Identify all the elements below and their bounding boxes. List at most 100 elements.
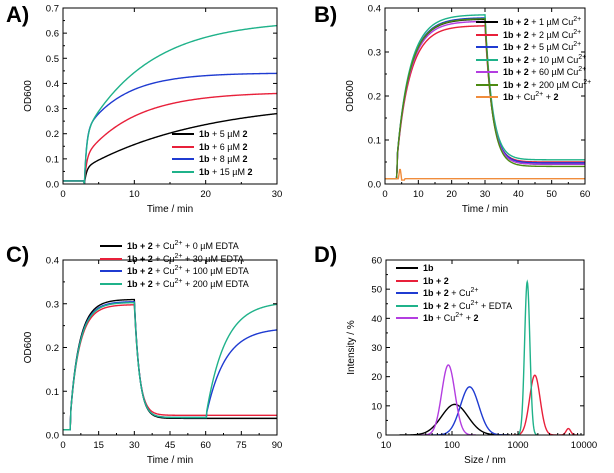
- y-tick-label: 0.2: [368, 92, 381, 103]
- legend-label: 1b + 5 µM 2: [199, 129, 248, 139]
- x-tick-label: 30: [272, 189, 283, 200]
- x-tick-label: 1000: [507, 440, 528, 451]
- legend-label: 1b + 2: [423, 275, 449, 286]
- y-tick-label: 0.4: [46, 79, 59, 90]
- y-tick-label: 0: [377, 431, 382, 442]
- series-line-b-5: [385, 18, 585, 180]
- legend-entry: 1b + 2 + Cu2+ + 30 µM EDTA: [100, 253, 249, 266]
- legend-entry: 1b + 2 + 5 µM Cu2+: [476, 41, 591, 54]
- legend-label: 1b + 15 µM 2: [199, 166, 253, 177]
- legend-label: 1b + 6 µM 2: [199, 141, 248, 152]
- legend-swatch: [100, 245, 122, 248]
- legend-entry: 1b + 2 + Cu2+ + 200 µM EDTA: [100, 278, 249, 291]
- panel-label: C): [6, 242, 29, 267]
- legend-swatch: [396, 292, 418, 295]
- x-tick-label: 10: [413, 189, 424, 200]
- legend-swatch: [476, 96, 498, 99]
- y-tick-label: 0.0: [46, 431, 59, 442]
- series-line-b-6: [385, 168, 585, 181]
- legend-entry: 1b + 2 + 200 µM Cu2+: [476, 79, 591, 92]
- legend-entry: 1b + 2 + 2 µM Cu2+: [476, 29, 591, 42]
- legend-swatch: [476, 46, 498, 49]
- legend-swatch: [476, 83, 498, 86]
- series-line-c-0: [63, 298, 277, 431]
- legend-label: 1b + 2 + Cu2+ + EDTA: [423, 299, 513, 311]
- legend-entry: 1b + 2: [396, 275, 512, 288]
- legend-swatch: [172, 145, 194, 148]
- y-tick-label: 10: [371, 401, 382, 412]
- legend-b: 1b + 2 + 1 µM Cu2+ 1b + 2 + 2 µM Cu2+ 1b +…: [476, 16, 591, 104]
- legend-swatch: [172, 133, 194, 136]
- legend-swatch: [172, 170, 194, 173]
- x-tick-label: 0: [60, 440, 65, 451]
- legend-swatch: [172, 158, 194, 161]
- series-line-d-2: [430, 386, 509, 435]
- legend-label: 1b + 2 + 10 µM Cu2+: [503, 53, 587, 65]
- panel-label: D): [314, 242, 337, 267]
- series-line-c-3: [63, 301, 277, 431]
- legend-entry: 1b + 6 µM 2: [172, 141, 252, 154]
- x-tick-label: 60: [200, 440, 211, 451]
- x-tick-label: 75: [236, 440, 247, 451]
- y-tick-label: 0.7: [46, 4, 59, 15]
- panel-label: B): [314, 2, 337, 27]
- legend-swatch: [396, 304, 418, 307]
- legend-entry: 1b + 2 + Cu2+ + 0 µM EDTA: [100, 240, 249, 253]
- series-line-c-2: [63, 301, 277, 431]
- x-tick-label: 15: [93, 440, 104, 451]
- y-tick-label: 0.4: [368, 4, 381, 15]
- x-tick-label: 40: [513, 189, 524, 200]
- legend-swatch: [396, 267, 418, 270]
- x-tick-label: 10: [129, 189, 140, 200]
- legend-entry: 1b + 2 + 60 µM Cu2+: [476, 66, 591, 79]
- y-tick-label: 50: [371, 285, 382, 296]
- series-line-d-4: [420, 364, 476, 435]
- legend-label: 1b + 2 + Cu2+: [423, 287, 479, 298]
- legend-swatch: [476, 58, 498, 61]
- panel-a: A) 0 10 20 30 0.0 0.1 0.2 0.3 0.4 0.5 0.6 0.7 Time / …: [6, 2, 282, 215]
- series-line-c-1: [63, 304, 277, 431]
- legend-entry: 1b + 2 + Cu2+ + 100 µM EDTA: [100, 265, 249, 278]
- legend-d: 1b 1b + 2 1b + 2 + Cu2+ 1b + 2 + Cu2+ + EDT…: [396, 262, 512, 325]
- y-tick-label: 0.3: [46, 104, 59, 115]
- x-tick-label: 0: [60, 189, 65, 200]
- legend-swatch: [100, 282, 122, 285]
- x-tick-label: 45: [165, 440, 176, 451]
- legend-label: 1b + 2 + 2 µM Cu2+: [503, 28, 582, 40]
- legend-label: 1b + 2 + Cu2+ + 0 µM EDTA: [127, 240, 239, 251]
- legend-label: 1b + Cu2+ + 2: [423, 312, 479, 323]
- legend-entry: 1b + 15 µM 2: [172, 166, 252, 179]
- legend-label: 1b + 2 + Cu2+ + 30 µM EDTA: [127, 252, 244, 264]
- legend-label: 1b + Cu2+ + 2: [503, 91, 559, 102]
- panel-b: B) 0 10 20 30 40 50 60 0.0 0.1 0.2 0.3 0.4 Time / min…: [314, 2, 590, 215]
- y-tick-label: 0.1: [46, 154, 59, 165]
- legend-swatch: [476, 71, 498, 74]
- legend-label: 1b: [423, 263, 434, 273]
- x-tick-label: 50: [546, 189, 557, 200]
- y-tick-label: 0.1: [368, 136, 381, 147]
- legend-entry: 1b + 2 + Cu2+ + EDTA: [396, 300, 512, 313]
- x-tick-label: 10: [381, 440, 392, 451]
- y-tick-label: 20: [371, 372, 382, 383]
- y-tick-label: 0.1: [46, 387, 59, 398]
- legend-entry: 1b + 5 µM 2: [172, 128, 252, 141]
- legend-swatch: [100, 257, 122, 260]
- y-tick-label: 0.5: [46, 54, 59, 65]
- legend-swatch: [100, 270, 122, 273]
- legend-swatch: [396, 279, 418, 282]
- x-tick-label: 30: [480, 189, 491, 200]
- legend-label: 1b + 2 + 1 µM Cu2+: [503, 16, 582, 27]
- x-axis-title: Time / min: [147, 204, 193, 215]
- panel-c: C) 0 15 30 45 60 75 90 0.0 0.1 0.2 0.3 0.4 Time / min…: [6, 242, 282, 466]
- legend-label: 1b + 2 + 200 µM Cu2+: [503, 78, 592, 90]
- y-tick-label: 30: [371, 343, 382, 354]
- x-tick-label: 20: [446, 189, 457, 200]
- x-axis-title: Time / min: [462, 204, 508, 215]
- y-axis-title: OD600: [23, 80, 34, 112]
- x-axis-title: Time / min: [147, 455, 193, 466]
- y-axis-title: OD600: [345, 80, 356, 112]
- legend-entry: 1b + 8 µM 2: [172, 153, 252, 166]
- legend-entry: 1b: [396, 262, 512, 275]
